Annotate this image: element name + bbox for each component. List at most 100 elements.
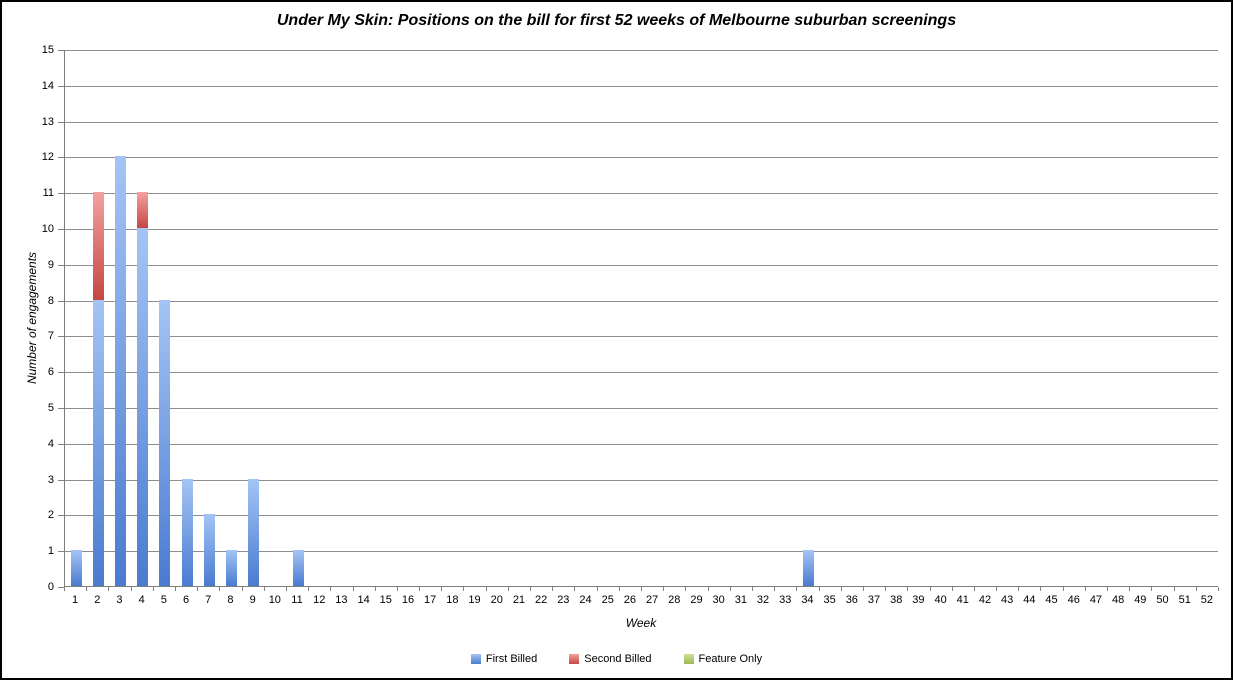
x-tick-mark (330, 587, 332, 591)
bar-week-11-first-billed (292, 550, 304, 586)
x-tick-mark (441, 587, 443, 591)
x-tick-mark (530, 587, 532, 591)
legend-label-first-billed: First Billed (485, 653, 538, 665)
x-tick-label: 31 (734, 594, 747, 606)
x-tick-mark (751, 587, 753, 591)
x-tick-mark (729, 587, 731, 591)
bar-week-5-first-billed (159, 299, 171, 586)
y-tick-label: 8 (47, 294, 54, 307)
y-tick-label: 11 (42, 187, 54, 200)
y-axis-title: Number of engagements (25, 251, 39, 385)
x-tick-label: 8 (227, 594, 234, 606)
x-tick-mark (1084, 587, 1086, 591)
x-tick-label: 35 (823, 594, 836, 606)
y-tick-mark (58, 515, 64, 517)
x-tick-label: 33 (779, 594, 792, 606)
bar-week-2-first-billed (92, 299, 104, 586)
legend-item-second-billed: Second Billed (569, 653, 652, 665)
x-tick-label: 43 (1001, 594, 1014, 606)
bar-week-4-first-billed (137, 228, 149, 586)
x-tick-mark (996, 587, 998, 591)
y-tick-label: 5 (47, 402, 54, 414)
y-tick-label: 3 (47, 473, 54, 486)
x-tick-label: 9 (249, 594, 256, 606)
y-tick-mark (58, 336, 64, 338)
y-tick-mark (58, 300, 64, 302)
first-billed-swatch-icon (470, 654, 481, 664)
gridline (65, 229, 1218, 230)
x-tick-label: 36 (845, 594, 858, 606)
second-billed-swatch-icon (569, 654, 580, 664)
x-axis-title: Week (625, 616, 657, 630)
y-tick-mark (58, 50, 64, 51)
x-tick-label: 22 (535, 594, 548, 606)
y-tick-label: 1 (47, 545, 54, 558)
x-tick-mark (263, 587, 265, 591)
x-tick-label: 5 (160, 594, 167, 606)
x-tick-mark (973, 587, 975, 591)
bar-week-3-first-billed (114, 156, 126, 586)
x-tick-mark (396, 587, 398, 591)
x-tick-mark (1151, 587, 1153, 591)
x-tick-mark (929, 587, 931, 591)
x-tick-mark (552, 587, 554, 591)
x-tick-label: 4 (138, 594, 145, 606)
bar-week-4-second-billed (137, 192, 149, 228)
x-tick-label: 32 (756, 594, 770, 606)
legend-label-second-billed: Second Billed (584, 653, 652, 665)
plot-area (64, 50, 1218, 587)
gridline (65, 551, 1218, 553)
x-tick-mark (241, 587, 243, 591)
x-tick-label: 48 (1112, 594, 1125, 606)
x-tick-label: 42 (978, 594, 992, 606)
y-tick-label: 6 (47, 366, 54, 379)
x-tick-mark (1218, 587, 1219, 591)
feature-only-swatch-icon (683, 654, 694, 664)
x-tick-label: 14 (357, 594, 370, 606)
x-tick-label: 41 (956, 594, 969, 606)
x-tick-mark (130, 587, 132, 591)
x-tick-mark (685, 587, 687, 591)
x-tick-mark (1173, 587, 1175, 591)
x-tick-mark (1195, 587, 1197, 591)
x-tick-mark (618, 587, 620, 591)
x-tick-mark (796, 587, 798, 591)
bar-week-1-first-billed (70, 550, 82, 586)
y-tick-label: 14 (41, 79, 54, 92)
x-tick-mark (1040, 587, 1042, 591)
x-tick-mark (485, 587, 487, 591)
x-tick-label: 10 (268, 594, 281, 606)
x-tick-label: 24 (579, 594, 592, 606)
x-tick-label: 11 (291, 594, 303, 606)
bar-week-8-first-billed (225, 550, 237, 586)
x-tick-mark (574, 587, 576, 591)
x-tick-label: 51 (1178, 594, 1191, 606)
x-tick-label: 20 (490, 594, 503, 606)
y-tick-label: 0 (47, 581, 54, 593)
x-tick-label: 19 (468, 594, 481, 606)
x-tick-label: 37 (867, 594, 881, 606)
bar-week-2-second-billed (92, 192, 104, 300)
x-tick-label: 18 (446, 594, 459, 606)
x-tick-label: 30 (712, 594, 725, 606)
x-tick-mark (174, 587, 176, 591)
gridline (65, 157, 1218, 159)
x-tick-mark (907, 587, 909, 591)
gridline (65, 85, 1218, 87)
gridline (65, 372, 1218, 374)
y-tick-label: 12 (41, 151, 54, 164)
y-tick-mark (58, 121, 64, 123)
y-tick-mark (58, 193, 64, 195)
gridline (65, 264, 1218, 266)
x-tick-mark (463, 587, 465, 591)
y-tick-mark (58, 229, 64, 230)
y-tick-mark (58, 85, 64, 87)
x-tick-label: 50 (1156, 594, 1169, 606)
x-tick-mark (108, 587, 110, 591)
x-tick-mark (951, 587, 953, 591)
x-tick-label: 38 (890, 594, 903, 606)
x-tick-mark (663, 587, 665, 591)
y-tick-mark (58, 372, 64, 374)
x-tick-label: 39 (912, 594, 925, 606)
x-tick-label: 2 (94, 594, 101, 606)
